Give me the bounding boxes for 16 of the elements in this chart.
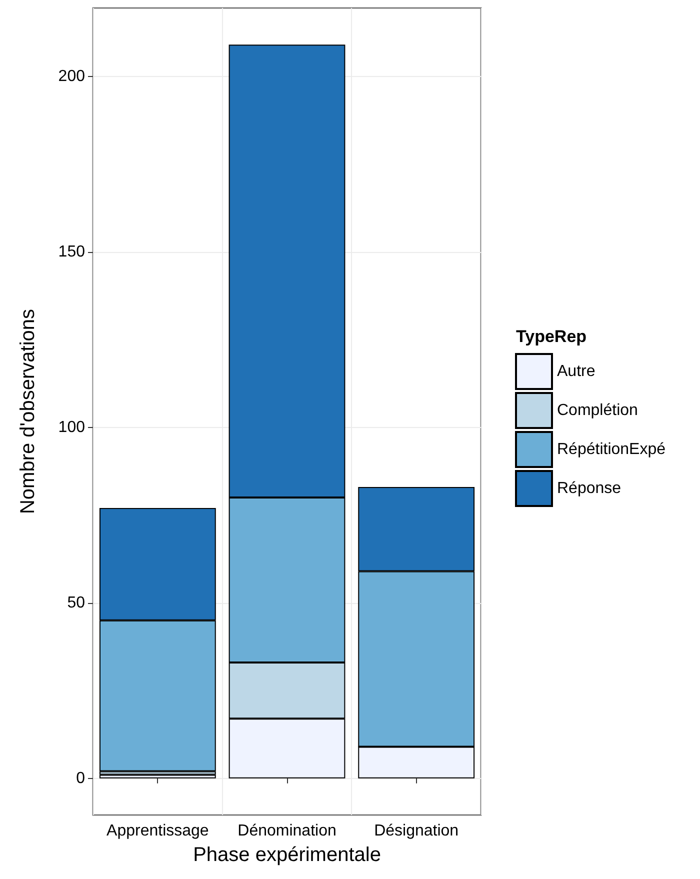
y-tick-label: 50 bbox=[67, 594, 86, 612]
legend-label: Réponse bbox=[557, 480, 622, 497]
x-axis-title: Phase expérimentale bbox=[193, 844, 381, 866]
legend-label: Complétion bbox=[557, 402, 638, 419]
x-tick-label: Dénomination bbox=[238, 822, 336, 840]
x-tick-label: Apprentissage bbox=[106, 822, 209, 840]
legend-label: RépétitionExpé bbox=[557, 441, 666, 458]
y-tick-label: 200 bbox=[58, 68, 86, 85]
legend-title: TypeRep bbox=[516, 327, 587, 346]
y-tick-label: 0 bbox=[76, 770, 86, 787]
x-tick-label: Désignation bbox=[374, 822, 459, 840]
y-axis-title: Nombre d'observations bbox=[17, 308, 39, 514]
y-tick-label: 100 bbox=[58, 418, 86, 436]
legend-label: Autre bbox=[557, 363, 596, 380]
y-tick-label: 150 bbox=[58, 243, 86, 260]
bar bbox=[99, 774, 216, 778]
